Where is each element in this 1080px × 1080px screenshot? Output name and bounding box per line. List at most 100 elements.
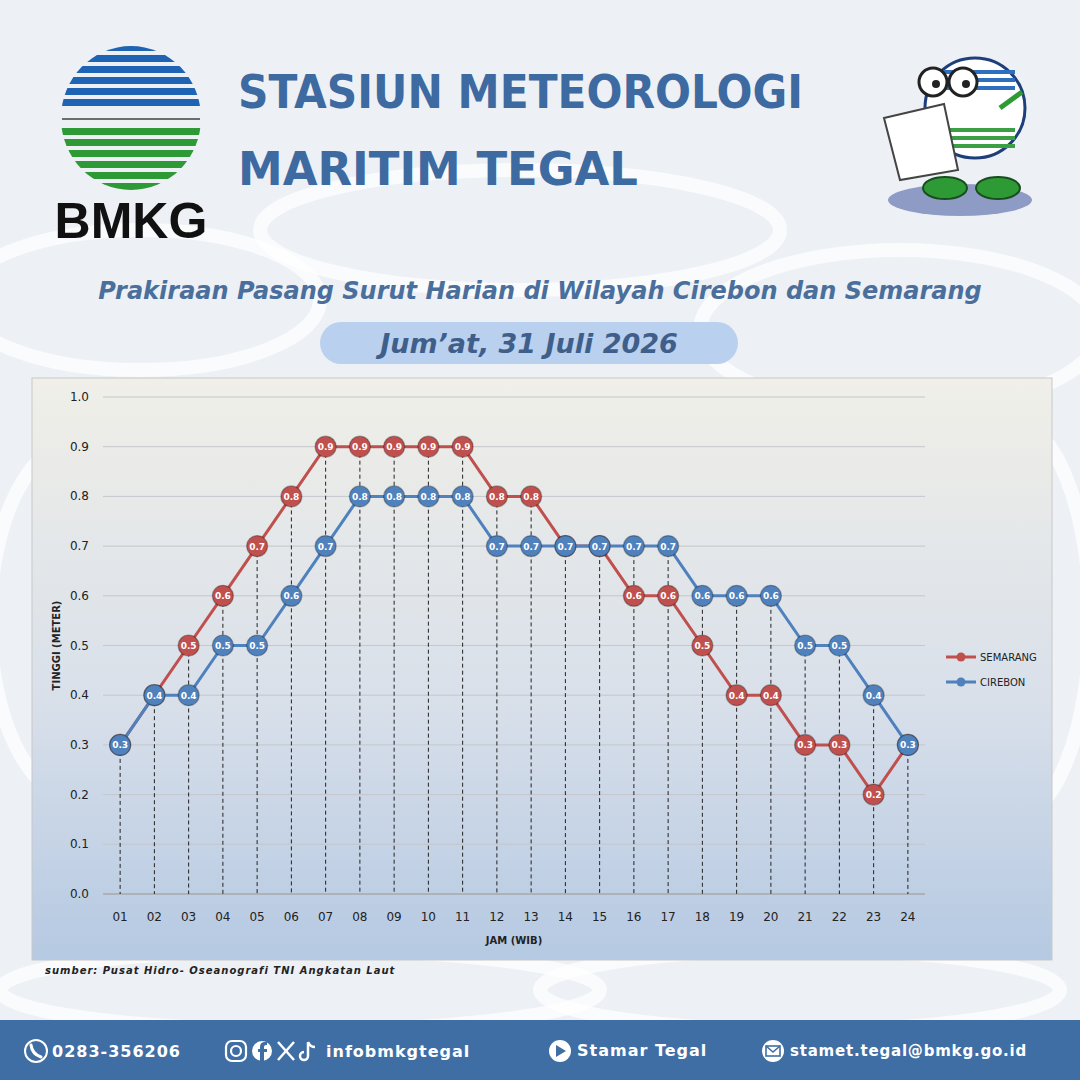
data-label: 0.9: [420, 442, 436, 452]
data-label: 0.8: [420, 492, 436, 502]
data-label: 0.8: [489, 492, 505, 502]
legend-marker: [957, 653, 966, 662]
marker: [555, 536, 576, 557]
data-label: 0.7: [592, 542, 608, 552]
mascot-glasses: [919, 68, 947, 96]
chart-subtitle: Jum’at, 31 Juli 2026: [375, 328, 678, 359]
background-wave: [0, 950, 600, 1030]
marker: [418, 436, 439, 457]
background: [0, 0, 1080, 1080]
facebook-icon: [252, 1041, 272, 1061]
data-label: 0.7: [523, 542, 539, 552]
x-tick-label: 04: [215, 910, 230, 924]
x-icon: [278, 1042, 294, 1060]
drop-line: [462, 447, 463, 894]
data-label: 0.3: [900, 740, 916, 750]
grid-line: [103, 446, 925, 447]
youtube-icon: [549, 1040, 571, 1062]
facebook-icon: [258, 1042, 267, 1061]
drop-line: [805, 646, 806, 895]
data-label: 0.6: [283, 591, 299, 601]
data-label: 0.5: [249, 641, 265, 651]
data-label: 0.8: [283, 492, 299, 502]
marker: [178, 635, 199, 656]
marker: [795, 734, 816, 755]
data-label: 0.3: [112, 740, 128, 750]
email-icon: [762, 1040, 784, 1062]
legend: SEMARANGCIREBON: [946, 652, 1037, 688]
y-tick-label: 0.6: [70, 589, 89, 603]
drop-lines: [120, 447, 908, 894]
x-tick-label: 09: [386, 910, 401, 924]
marker: [863, 685, 884, 706]
data-label: 0.7: [660, 542, 676, 552]
data-label: 0.2: [866, 790, 882, 800]
drop-line: [907, 745, 908, 894]
data-label: 0.6: [729, 591, 745, 601]
marker: [863, 784, 884, 805]
marker: [281, 486, 302, 507]
drop-line: [599, 546, 600, 894]
footer-email: stamet.tegal@bmkg.go.id: [790, 1042, 1027, 1060]
logo-emblem: [50, 44, 220, 190]
drop-line: [736, 596, 737, 894]
chart-title: Prakiraan Pasang Surut Harian di Wilayah…: [98, 277, 982, 305]
logo-green-stripe: [50, 183, 220, 190]
x-tick-label: 20: [763, 910, 778, 924]
marker: [315, 536, 336, 557]
data-label: 0.7: [557, 542, 573, 552]
marker: [726, 585, 747, 606]
marker: [144, 685, 165, 706]
data-label: 0.8: [386, 492, 402, 502]
data-label: 0.9: [352, 442, 368, 452]
marker: [760, 685, 781, 706]
tiktok-icon: [300, 1042, 315, 1060]
grid-line: [103, 844, 925, 845]
marker: [589, 536, 610, 557]
marker: [212, 635, 233, 656]
logo-green-stripe: [50, 150, 220, 157]
legend-label: SEMARANG: [980, 652, 1037, 663]
source-note: sumber: Pusat Hidro- Oseanografi TNI Ang…: [45, 965, 396, 976]
grid-line: [103, 397, 925, 398]
drop-line: [394, 447, 395, 894]
logo-green-stripe: [50, 139, 220, 146]
x-axis-line: [103, 893, 925, 894]
marker: [555, 536, 576, 557]
logo-green-stripe: [50, 128, 220, 135]
data-label: 0.4: [866, 691, 882, 701]
marker: [795, 635, 816, 656]
grid-line: [103, 695, 925, 696]
data-label: 0.9: [386, 442, 402, 452]
x-tick-label: 10: [421, 910, 436, 924]
x-tick-label: 18: [695, 910, 710, 924]
x-tick-label: 12: [489, 910, 504, 924]
logo-line: [62, 118, 200, 120]
marker: [486, 486, 507, 507]
x-tick-label: 08: [352, 910, 367, 924]
data-label: 0.4: [146, 691, 162, 701]
data-label: 0.5: [181, 641, 197, 651]
mascot-shoe: [976, 177, 1020, 199]
footer-icons: [25, 1040, 784, 1062]
x-tick-label: 13: [523, 910, 538, 924]
data-label: 0.9: [455, 442, 471, 452]
series-line: [120, 496, 908, 745]
marker: [658, 536, 679, 557]
email-icon: [766, 1046, 780, 1056]
marker: [897, 734, 918, 755]
marker: [418, 486, 439, 507]
marker: [658, 585, 679, 606]
poster: BMKGSTASIUN METEOROLOGIMARITIM TEGALPrak…: [0, 0, 1080, 1080]
marker: [521, 536, 542, 557]
footer-youtube: Stamar Tegal: [577, 1041, 707, 1060]
x-tick-label: 16: [626, 910, 641, 924]
data-label: 0.3: [831, 740, 847, 750]
marker: [110, 734, 131, 755]
data-label: 0.7: [249, 542, 265, 552]
footer-bar: [0, 1020, 1080, 1080]
y-tick-label: 0.5: [70, 639, 89, 653]
y-tick-label: 0.9: [70, 440, 89, 454]
series-1: [110, 486, 919, 756]
marker: [692, 635, 713, 656]
